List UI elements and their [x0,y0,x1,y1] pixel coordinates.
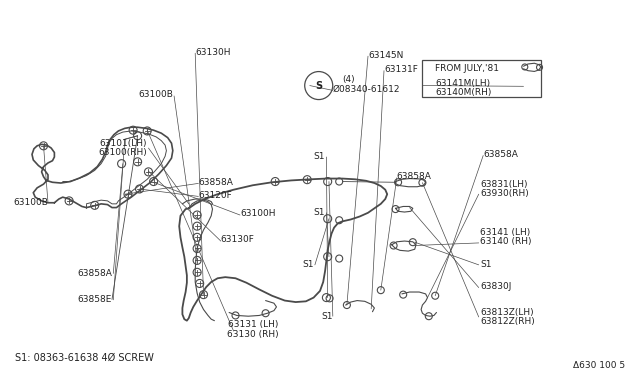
Text: 63858E: 63858E [77,295,112,304]
Text: FROM JULY,'81: FROM JULY,'81 [435,64,499,73]
Text: S1: S1 [314,208,325,217]
Text: 63131F: 63131F [384,65,418,74]
Text: 63858A: 63858A [397,172,431,181]
Text: 63120F: 63120F [198,191,232,200]
Text: Δ630 100 5: Δ630 100 5 [573,360,625,369]
Text: 63830J: 63830J [480,282,511,291]
Text: S1: S1 [302,260,314,269]
Text: S1: S1 [321,312,333,321]
Text: 63130F: 63130F [221,235,255,244]
Text: (4): (4) [342,76,355,84]
Text: 63140 (RH): 63140 (RH) [480,237,531,246]
Text: 63100B: 63100B [13,198,48,207]
Text: 63100H: 63100H [240,209,275,218]
Text: Ø08340-61612: Ø08340-61612 [333,85,400,94]
Text: 63858A: 63858A [198,178,233,187]
Text: S: S [315,81,323,90]
Text: 63141 (LH): 63141 (LH) [480,228,531,237]
Text: 63813Z(LH): 63813Z(LH) [480,308,534,317]
Text: S1: 08363-61638 4Ø SCREW: S1: 08363-61638 4Ø SCREW [15,353,154,363]
Text: 63101(LH): 63101(LH) [100,139,147,148]
Text: 63131 (LH): 63131 (LH) [228,320,278,329]
Text: 63140M(RH): 63140M(RH) [435,89,492,97]
Text: 63858A: 63858A [77,269,112,278]
Text: S1: S1 [480,260,492,269]
Bar [422,60,541,97]
Text: 63100B: 63100B [138,90,173,99]
Text: 63100(RH): 63100(RH) [99,148,147,157]
Text: 63130 (RH): 63130 (RH) [227,330,278,339]
Text: 63831(LH): 63831(LH) [480,180,527,189]
Text: 63141M(LH): 63141M(LH) [435,79,490,88]
Text: 63812Z(RH): 63812Z(RH) [480,317,535,326]
Text: 63930(RH): 63930(RH) [480,189,529,198]
Text: S1: S1 [314,152,325,161]
Text: 63858A: 63858A [483,150,518,159]
Text: 63145N: 63145N [368,51,403,60]
Text: 63130H: 63130H [195,48,230,57]
